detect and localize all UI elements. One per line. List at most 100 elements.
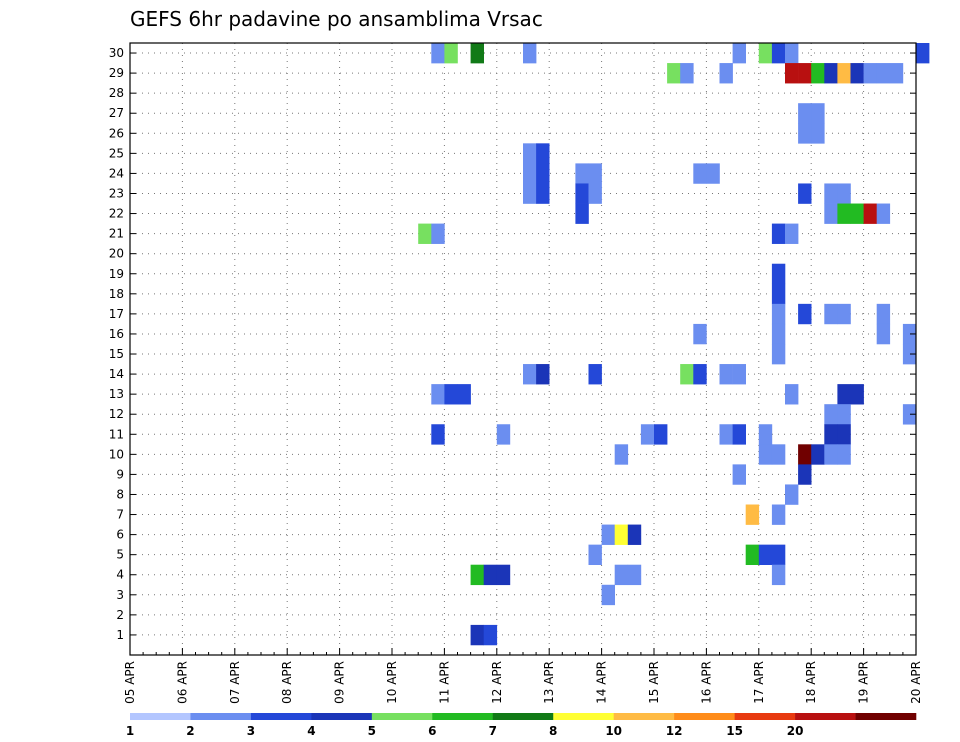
precip-cell <box>523 183 537 204</box>
y-axis-ticks: 1234567891011121314151617181920212223242… <box>109 46 916 642</box>
y-tick-label: 21 <box>109 227 124 241</box>
precip-cell <box>719 364 733 385</box>
precip-cell <box>916 43 930 64</box>
colorbar-swatch <box>250 713 312 720</box>
precip-cell <box>588 183 602 204</box>
precip-cell <box>771 343 786 365</box>
y-tick-label: 4 <box>116 568 124 582</box>
x-axis-ticks: 05 APR 06 APR 07 APR 08 APR 09 APR 10 APR 11 A… <box>123 648 923 704</box>
precip-cell <box>837 183 851 204</box>
precip-cell <box>824 303 838 325</box>
precip-cell <box>837 303 851 325</box>
y-tick-label: 25 <box>109 146 124 160</box>
colorbar-label: 7 <box>489 724 497 738</box>
precip-cell <box>758 424 773 445</box>
precip-cell <box>837 384 851 405</box>
precip-cell <box>876 303 891 325</box>
precip-cell <box>483 624 498 646</box>
precip-cell <box>732 43 746 64</box>
precip-cell <box>837 203 851 224</box>
precip-cell <box>719 424 733 445</box>
precip-cell <box>732 364 746 385</box>
precip-cell <box>654 424 668 445</box>
precip-cell <box>824 404 838 425</box>
colorbar-label: 12 <box>666 724 683 738</box>
precip-cell <box>850 203 864 224</box>
precip-cell <box>431 223 445 244</box>
precip-cell <box>798 303 812 325</box>
y-tick-label: 11 <box>109 427 124 441</box>
precip-cell <box>811 123 825 144</box>
precip-cell <box>536 143 550 164</box>
y-tick-label: 8 <box>116 487 124 501</box>
precip-cell <box>771 223 786 244</box>
precip-cell <box>536 364 550 385</box>
precip-cell <box>798 183 812 204</box>
precip-cell <box>876 203 891 224</box>
colorbar-swatch <box>432 713 494 720</box>
colorbar-swatch <box>795 713 856 720</box>
x-tick-label: 16 APR <box>699 661 713 704</box>
precip-cell <box>536 183 550 204</box>
colorbar-swatch <box>371 713 433 720</box>
x-tick-label: 14 APR <box>595 661 609 704</box>
precip-cell <box>863 63 877 84</box>
colorbar-swatch <box>190 713 252 720</box>
colorbar-label: 8 <box>549 724 557 738</box>
precip-cell <box>680 364 694 385</box>
y-tick-label: 18 <box>109 287 124 301</box>
precip-cell <box>771 43 786 64</box>
precip-cell <box>824 183 838 204</box>
precip-cell <box>850 384 864 405</box>
precip-cell <box>745 504 760 525</box>
x-tick-label: 06 APR <box>175 661 189 704</box>
y-tick-label: 15 <box>109 347 124 361</box>
precip-cell <box>785 223 799 244</box>
y-tick-label: 14 <box>109 367 124 381</box>
y-tick-label: 27 <box>109 106 124 120</box>
precip-cell <box>902 404 917 425</box>
y-tick-label: 28 <box>109 86 124 100</box>
precip-cell <box>431 384 445 405</box>
y-tick-label: 20 <box>109 247 124 261</box>
precip-cell <box>771 263 786 285</box>
precip-cell <box>719 63 733 84</box>
x-tick-label: 19 APR <box>857 661 871 704</box>
precip-cell <box>771 544 786 566</box>
chart-title: GEFS 6hr padavine po ansamblima Vrsac <box>130 7 543 31</box>
precip-cell <box>785 63 799 84</box>
precip-cell <box>575 203 589 224</box>
y-tick-label: 5 <box>116 548 124 562</box>
y-tick-label: 1 <box>116 628 124 642</box>
precip-cell <box>771 303 786 325</box>
precip-cell <box>785 43 799 64</box>
y-tick-label: 6 <box>116 528 124 542</box>
x-tick-label: 20 APR <box>909 661 923 704</box>
y-tick-label: 7 <box>116 508 124 522</box>
y-tick-label: 16 <box>109 327 124 341</box>
colorbar-label: 2 <box>186 724 194 738</box>
precip-cell <box>811 63 825 84</box>
precip-cell <box>732 464 746 485</box>
colorbar-label: 1 <box>126 724 134 738</box>
precip-cell <box>588 163 602 184</box>
y-tick-label: 12 <box>109 407 124 421</box>
colorbar-swatch <box>130 713 191 720</box>
precip-cell <box>457 384 471 405</box>
x-tick-label: 13 APR <box>542 661 556 704</box>
x-tick-label: 08 APR <box>280 661 294 704</box>
colorbar-label: 3 <box>247 724 255 738</box>
x-tick-label: 18 APR <box>804 661 818 704</box>
x-tick-label: 11 APR <box>437 661 451 704</box>
precip-cell <box>824 63 838 84</box>
y-tick-label: 3 <box>116 588 124 602</box>
colorbar-swatch <box>553 713 614 720</box>
precip-cell <box>758 544 773 566</box>
precip-cell <box>785 484 799 505</box>
precip-cell <box>614 444 629 465</box>
precip-cell <box>811 444 825 465</box>
precip-cell <box>798 103 812 124</box>
precip-cell <box>496 564 511 586</box>
colorbar-legend: 1 2 3 4 5 6 7 8 10 12 15 20 <box>126 713 917 738</box>
precip-cell <box>667 63 681 84</box>
